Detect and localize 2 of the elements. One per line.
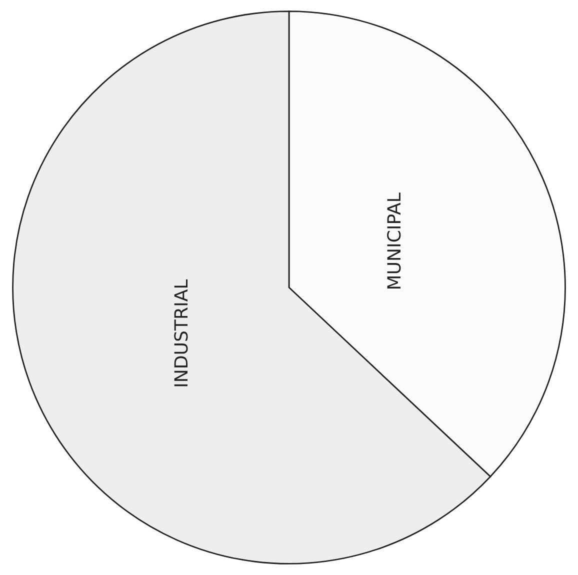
slice-label: MUNICIPAL	[387, 192, 401, 289]
slice-label: INDUSTRIAL	[174, 279, 188, 386]
